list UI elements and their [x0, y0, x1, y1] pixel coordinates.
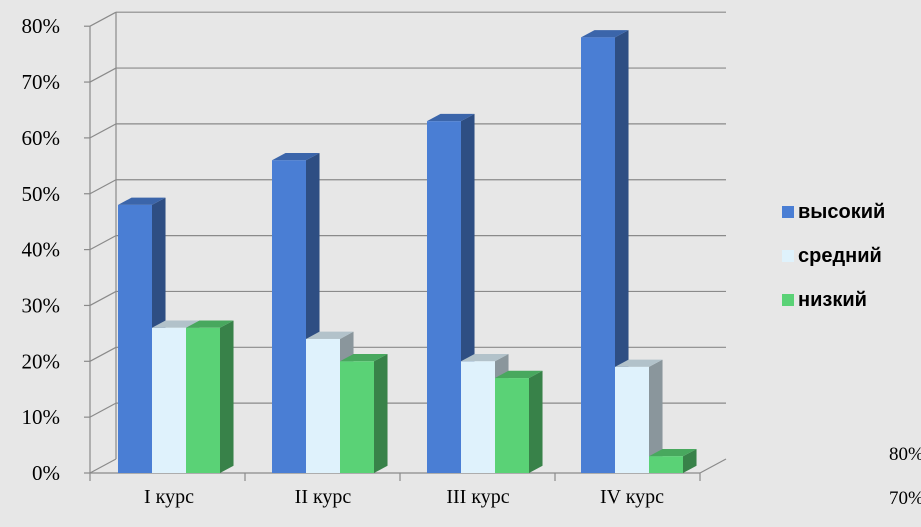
bar-front: [306, 338, 340, 473]
legend-label: высокий: [798, 201, 885, 223]
x-tick-label: IV курс: [600, 486, 664, 508]
bar-side: [220, 320, 234, 473]
x-tick-label: I курс: [144, 486, 194, 508]
legend-label: низкий: [798, 289, 867, 311]
legend: высокий средний низкий: [782, 201, 885, 311]
legend-label: средний: [798, 245, 882, 267]
bar-низкий-1: [186, 320, 234, 473]
bar-front: [186, 327, 220, 473]
bar-front: [581, 37, 615, 474]
bar-средний-4: [615, 359, 663, 473]
x-axis-ticks: I курс II курс III курс IV курс: [144, 486, 664, 508]
y-tick-label: 70%: [22, 70, 61, 94]
bar-side: [683, 448, 697, 473]
bar-front: [461, 361, 495, 473]
bar-top: [649, 448, 697, 457]
bar-front: [615, 366, 649, 473]
bar-side: [649, 359, 663, 473]
bar-низкий-2: [340, 354, 388, 473]
bar-низкий-4: [649, 448, 697, 473]
wall-diagonal: [89, 235, 117, 251]
stray-label: 70%: [889, 488, 921, 509]
legend-item-низкий: низкий: [782, 289, 867, 311]
bar-top: [615, 359, 663, 367]
bar-top: [272, 152, 320, 161]
stray-labels: 80% 70%: [889, 444, 921, 509]
bar-top: [152, 320, 200, 328]
bar-высокий-4: [581, 30, 629, 474]
bar-top: [495, 370, 543, 379]
bar-side: [374, 354, 388, 473]
wall-diagonal: [89, 179, 117, 195]
wall-diagonal: [89, 290, 117, 306]
legend-item-высокий: высокий: [782, 201, 885, 223]
wall-diagonal: [89, 402, 117, 418]
bar-front: [649, 456, 683, 473]
y-tick-label: 80%: [22, 14, 61, 38]
wall-diagonal: [89, 67, 117, 83]
bar-низкий-3: [495, 370, 543, 473]
y-tick-label: 50%: [22, 182, 61, 206]
bar-top: [186, 320, 234, 328]
wall-diagonal: [89, 11, 117, 27]
legend-swatch: [782, 250, 794, 262]
bar-top: [306, 331, 354, 339]
y-tick-label: 60%: [22, 126, 61, 150]
bar-top: [581, 30, 629, 38]
floor-right-edge: [699, 458, 727, 474]
legend-swatch: [782, 206, 794, 218]
bar-front: [340, 361, 374, 473]
bar-top: [461, 354, 509, 362]
bar-top: [118, 197, 166, 205]
legend-swatch: [782, 294, 794, 306]
bar-front: [427, 121, 461, 474]
y-tick-label: 0%: [32, 461, 60, 485]
bar-front: [152, 327, 186, 473]
bar-top: [340, 354, 388, 362]
bar-front: [495, 378, 529, 473]
bar-side: [529, 370, 543, 473]
x-tick-label: III курс: [446, 486, 509, 508]
wall-diagonal: [89, 123, 117, 139]
wall-diagonal: [89, 458, 117, 474]
x-tick-label: II курс: [295, 486, 352, 508]
y-tick-label: 40%: [22, 238, 61, 262]
y-tick-label: 20%: [22, 349, 61, 373]
y-tick-label: 10%: [22, 405, 61, 429]
y-axis-ticks: 0% 10% 20% 30% 40% 50% 60% 70% 80%: [22, 14, 61, 485]
bar-front: [272, 160, 306, 474]
legend-item-средний: средний: [782, 245, 882, 267]
y-tick-label: 30%: [22, 293, 61, 317]
bar-top: [427, 113, 475, 122]
stray-label: 80%: [889, 444, 921, 465]
wall-diagonal: [89, 346, 117, 362]
bar-front: [118, 204, 152, 474]
bars: [118, 30, 697, 474]
